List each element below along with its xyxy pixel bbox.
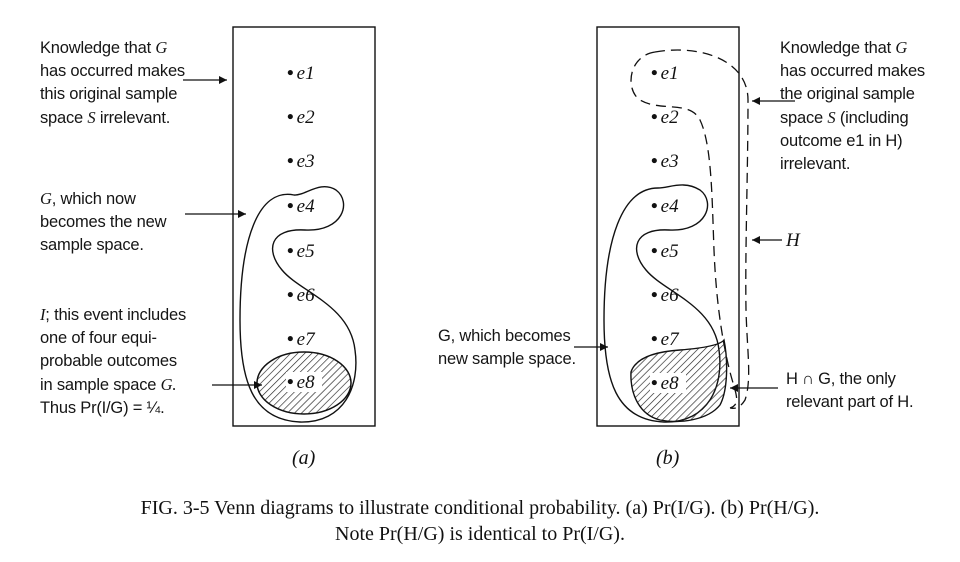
outcome-e3-a: • e3 bbox=[287, 151, 315, 172]
outcome-e7-b: • e7 bbox=[651, 329, 679, 350]
intersection-label-b: H ∩ G, the only relevant part of H. bbox=[786, 370, 914, 411]
event-g-label-a: G, which now becomes the new sample spac… bbox=[40, 189, 167, 254]
event-i-label-a: I; this event includes one of four equi-… bbox=[40, 305, 187, 417]
outcome-e1-a: • e1 bbox=[287, 63, 315, 84]
knowledge-label-a: Knowledge that G has occurred makes this… bbox=[40, 38, 185, 127]
sample-space-s-box-b bbox=[596, 26, 740, 427]
outcome-e1-b: • e1 bbox=[651, 63, 679, 84]
event-g-label-b: G, which becomes new sample space. bbox=[438, 327, 576, 368]
subcaption-b: (b) bbox=[656, 447, 680, 469]
outcome-e6-a: • e6 bbox=[287, 285, 315, 306]
outcome-e7-a: • e7 bbox=[287, 329, 315, 350]
figure-caption-line-1: FIG. 3-5 Venn diagrams to illustrate con… bbox=[140, 497, 820, 519]
knowledge-label-b: Knowledge that G has occurred makes the … bbox=[780, 38, 925, 173]
subcaption-a: (a) bbox=[292, 447, 316, 469]
outcome-e8-a: • e8 bbox=[287, 372, 315, 393]
outcome-e3-b: • e3 bbox=[651, 151, 679, 172]
outcome-e2-a: • e2 bbox=[287, 107, 315, 128]
outcome-e4-b: • e4 bbox=[651, 196, 679, 217]
sample-space-s-box-a bbox=[232, 26, 376, 427]
event-h-label-b: H bbox=[786, 230, 800, 251]
figure-caption-line-2: Note Pr(H/G) is identical to Pr(I/G). bbox=[335, 523, 625, 545]
outcome-e4-a: • e4 bbox=[287, 196, 315, 217]
outcome-e8-b: • e8 bbox=[651, 373, 679, 394]
event-g-outline-a bbox=[239, 186, 357, 423]
event-h-dashed-b bbox=[630, 49, 750, 409]
outcome-e6-b: • e6 bbox=[651, 285, 679, 306]
outcome-e5-a: • e5 bbox=[287, 241, 315, 262]
outcome-e2-b: • e2 bbox=[651, 107, 679, 128]
outcome-e5-b: • e5 bbox=[651, 241, 679, 262]
